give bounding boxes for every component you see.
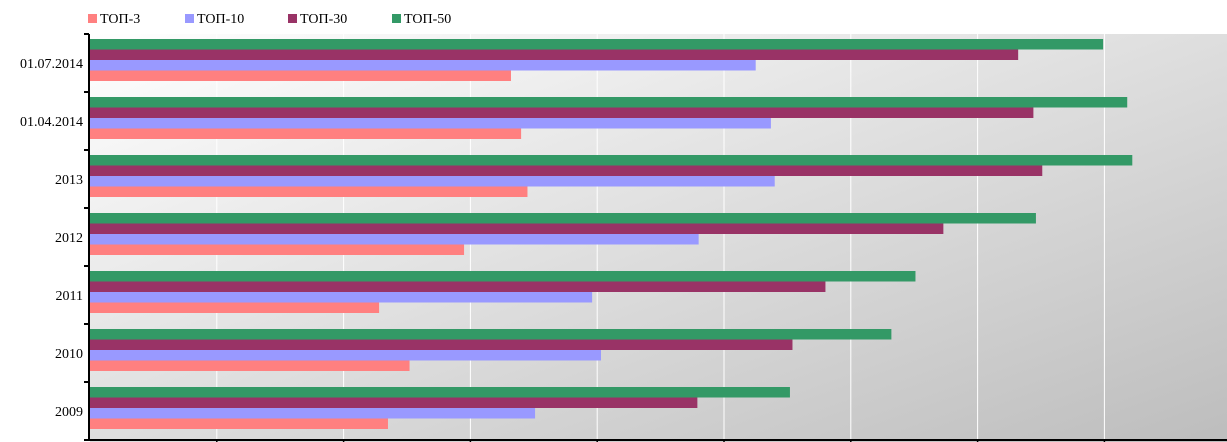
bar [90,49,1019,60]
y-tick-label: 2012 [55,231,83,246]
bar [90,165,1043,176]
bar [90,329,892,340]
bar [90,397,698,408]
legend-label: ТОП-30 [300,12,347,27]
bar [90,128,522,139]
bar [90,234,699,245]
legend-swatch [288,14,297,23]
bar [90,155,1133,166]
bar [90,244,465,255]
y-tick-label: 2011 [56,289,83,304]
legend-swatch [392,14,401,23]
bar [90,360,410,371]
y-tick-label: 2013 [55,173,83,188]
y-tick-label: 2009 [55,405,83,420]
bar [90,350,602,361]
bar [90,387,790,398]
legend-label: ТОП-10 [197,12,244,27]
legend-label: ТОП-3 [100,12,140,27]
y-tick-label: 01.07.2014 [20,57,83,72]
bar [90,418,388,429]
bar [90,70,511,81]
bar [90,97,1128,108]
bar [90,339,793,350]
bar [90,186,528,197]
bar [90,223,944,234]
legend-swatch [88,14,97,23]
bar [90,176,775,187]
bar [90,408,536,419]
bar [90,213,1036,224]
bar [90,292,593,303]
axes [84,33,1227,442]
bar [90,107,1034,118]
legend-label: ТОП-50 [404,12,451,27]
y-tick-label: 2010 [55,347,83,362]
bars [90,39,1133,429]
bar [90,271,916,282]
y-axis-labels: 01.07.2014 01.04.2014 2013 2012 2011 2010 2009 [20,57,83,420]
bar [90,60,756,71]
bar [90,302,380,313]
legend: ТОП-3 ТОП-10 ТОП-30 ТОП-50 [88,12,451,27]
bar [90,281,826,292]
bar [90,118,771,129]
legend-swatch [185,14,194,23]
bar [90,39,1104,50]
y-tick-label: 01.04.2014 [20,115,83,130]
